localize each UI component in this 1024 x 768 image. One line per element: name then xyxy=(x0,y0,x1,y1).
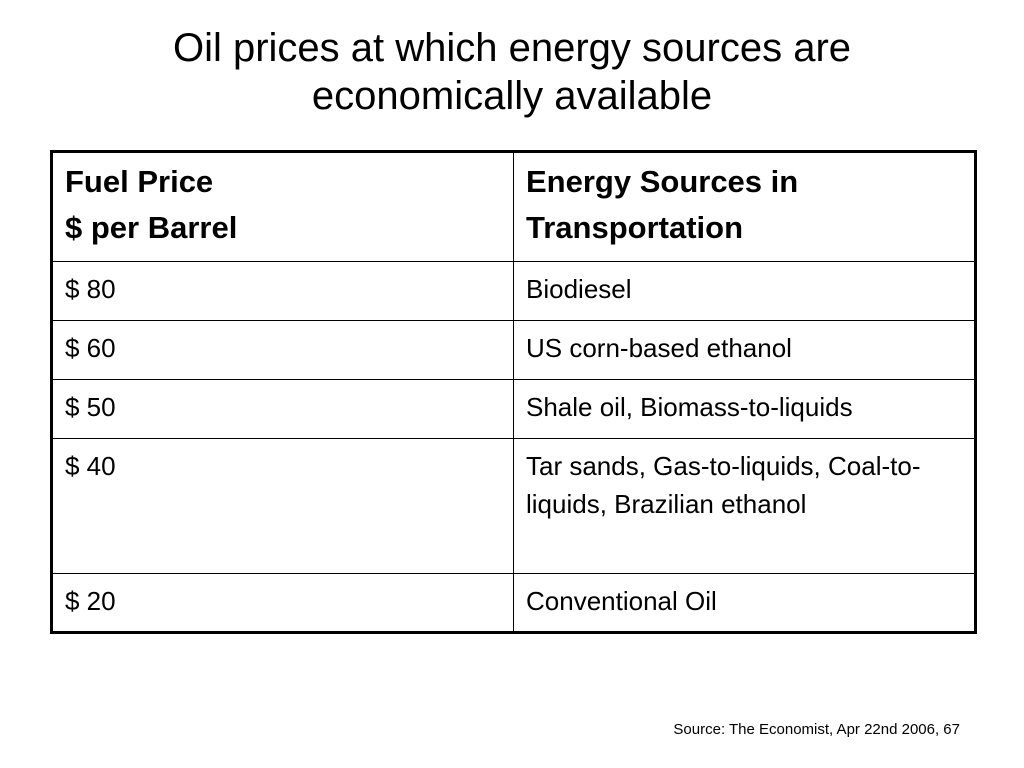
price-cell: $ 20 xyxy=(51,573,514,633)
sources-cell: Biodiesel xyxy=(513,261,976,321)
fuel-price-table: Fuel Price $ per Barrel Energy Sources i… xyxy=(50,150,977,634)
price-cell: $ 60 xyxy=(51,320,514,380)
table-row: $ 60 US corn-based ethanol xyxy=(51,320,976,380)
table-row: $ 80 Biodiesel xyxy=(51,261,976,321)
slide-title: Oil prices at which energy sources are e… xyxy=(0,24,1024,120)
table-header-row: Fuel Price $ per Barrel Energy Sources i… xyxy=(51,151,976,262)
sources-cell: Conventional Oil xyxy=(513,573,976,633)
slide-title-line-2: economically available xyxy=(311,74,713,118)
table-row: $ 50 Shale oil, Biomass-to-liquids xyxy=(51,379,976,439)
sources-cell: US corn-based ethanol xyxy=(513,320,976,380)
price-cell: $ 40 xyxy=(51,438,514,574)
sources-cell: Shale oil, Biomass-to-liquids xyxy=(513,379,976,439)
slide-title-line-1: Oil prices at which energy sources are xyxy=(172,26,852,70)
source-citation: Source: The Economist, Apr 22nd 2006, 67 xyxy=(673,721,960,738)
price-cell: $ 80 xyxy=(51,261,514,321)
header-fuel-price-line-2: $ per Barrel xyxy=(65,210,238,245)
table-row: $ 40 Tar sands, Gas-to-liquids, Coal-to-… xyxy=(51,438,976,574)
table-row: $ 20 Conventional Oil xyxy=(51,573,976,633)
sources-cell: Tar sands, Gas-to-liquids, Coal-to-liqui… xyxy=(513,438,976,574)
header-fuel-price: Fuel Price $ per Barrel xyxy=(51,151,514,262)
price-cell: $ 50 xyxy=(51,379,514,439)
header-energy-sources: Energy Sources in Transportation xyxy=(513,151,976,262)
header-fuel-price-line-1: Fuel Price xyxy=(65,164,214,199)
